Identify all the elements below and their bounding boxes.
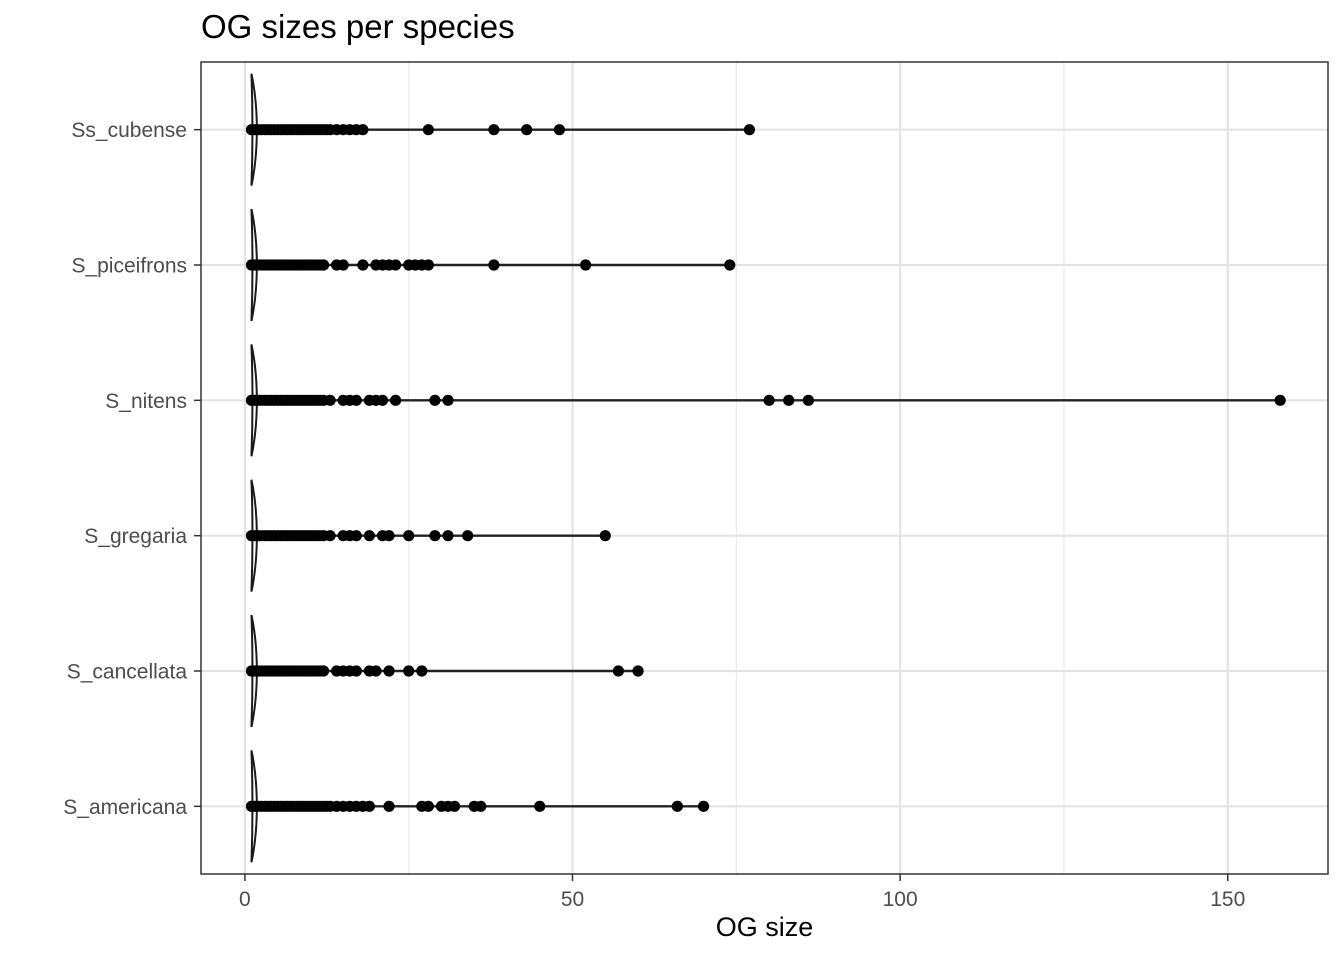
- data-point: [763, 394, 775, 406]
- data-point: [350, 394, 362, 406]
- axis-layer: Ss_cubense S_piceifrons S_nitens S_gregaria…: [63, 119, 1245, 911]
- data-point: [448, 800, 461, 812]
- data-point: [383, 800, 395, 812]
- x-tick-label: 150: [1210, 888, 1245, 911]
- data-point: [599, 530, 611, 542]
- data-point: [422, 800, 434, 812]
- data-point: [743, 124, 756, 136]
- data-point: [370, 665, 382, 677]
- data-point: [383, 530, 395, 542]
- data-point: [403, 530, 415, 542]
- y-tick-label: S_gregaria: [84, 525, 187, 548]
- data-layer: [245, 73, 1286, 863]
- data-point: [462, 530, 474, 542]
- data-point: [429, 394, 441, 406]
- x-tick-label: 100: [883, 888, 918, 911]
- data-point: [324, 530, 336, 542]
- data-point: [521, 124, 533, 136]
- data-point: [442, 530, 454, 542]
- y-tick-label: Ss_cubense: [71, 119, 187, 142]
- x-axis-label: OG size: [715, 912, 814, 942]
- series-S_americana: [245, 750, 710, 863]
- data-point: [632, 665, 644, 677]
- data-point: [802, 394, 815, 406]
- data-point: [422, 124, 434, 136]
- data-point: [671, 800, 683, 812]
- data-point: [783, 394, 795, 406]
- chart-title: OG sizes per species: [201, 8, 515, 45]
- data-point: [390, 259, 402, 271]
- data-point: [429, 530, 441, 542]
- data-point: [416, 665, 428, 677]
- x-tick-label: 0: [239, 888, 251, 911]
- data-point: [488, 124, 500, 136]
- panel-border: [200, 61, 1329, 875]
- data-point: [442, 394, 454, 406]
- data-point: [553, 124, 566, 136]
- data-point: [488, 259, 500, 271]
- data-point: [1274, 394, 1286, 406]
- data-point: [697, 800, 710, 812]
- series-Ss_cubense: [245, 73, 756, 186]
- data-point: [376, 394, 389, 406]
- data-point: [580, 259, 592, 271]
- data-point: [475, 800, 487, 812]
- data-point: [350, 665, 362, 677]
- y-tick-label: S_piceifrons: [71, 255, 187, 278]
- data-point: [363, 800, 375, 812]
- x-tick-label: 50: [561, 888, 584, 911]
- grid-layer: [201, 62, 1328, 874]
- y-tick-label: S_nitens: [105, 390, 187, 413]
- data-point: [612, 665, 624, 677]
- data-point: [403, 665, 415, 677]
- data-point: [390, 394, 402, 406]
- y-tick-label: S_americana: [63, 796, 187, 819]
- data-point: [534, 800, 546, 812]
- data-point: [337, 259, 349, 271]
- data-point: [350, 530, 362, 542]
- data-point: [317, 259, 330, 271]
- data-point: [724, 259, 736, 271]
- series-S_cancellata: [245, 614, 644, 728]
- series-S_gregaria: [245, 479, 611, 592]
- data-point: [357, 124, 369, 136]
- series-S_piceifrons: [245, 208, 736, 322]
- data-point: [357, 259, 369, 271]
- data-point: [383, 665, 395, 677]
- data-point: [324, 394, 336, 406]
- data-point: [363, 530, 375, 542]
- y-tick-label: S_cancellata: [67, 661, 188, 684]
- data-point: [317, 665, 330, 677]
- series-S_nitens: [245, 344, 1286, 457]
- data-point: [422, 259, 434, 271]
